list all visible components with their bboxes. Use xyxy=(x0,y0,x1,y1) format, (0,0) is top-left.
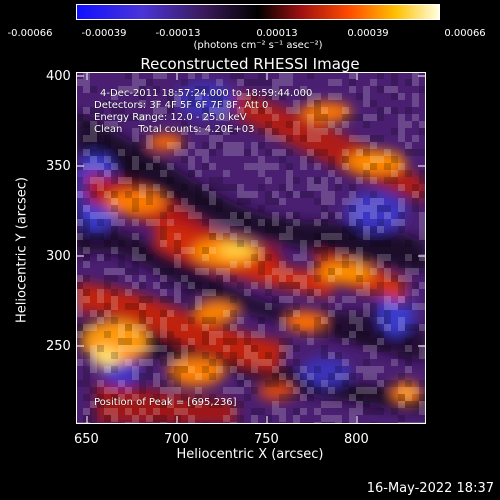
colorbar-tick: -0.00039 xyxy=(81,28,127,39)
colorbar-unit: (photons cm⁻² s⁻¹ asec⁻²) xyxy=(193,40,323,51)
x-tick-label: 650 xyxy=(74,432,99,447)
colorbar-tick: -0.00013 xyxy=(155,28,201,39)
colorbar-tick: -0.00066 xyxy=(7,28,53,39)
colorbar xyxy=(76,4,440,20)
x-axis-label: Heliocentric X (arcsec) xyxy=(176,447,324,462)
y-tick-label: 300 xyxy=(46,249,71,264)
time-range: 4-Dec-2011 18:57:24.000 to 18:59:44.000 xyxy=(100,88,313,99)
rhessi-image xyxy=(76,72,426,424)
y-axis-label: Heliocentric Y (arcsec) xyxy=(14,177,30,323)
y-tick-label: 250 xyxy=(46,339,71,354)
detectors-line: Detectors: 3F 4F 5F 6F 7F 8F, Att 0 xyxy=(94,100,269,111)
colorbar-tick: 0.00066 xyxy=(444,28,486,39)
peak-position: Position of Peak = [695,236] xyxy=(94,397,237,408)
colorbar-tick: 0.00039 xyxy=(347,28,389,39)
plot-timestamp: 16-May-2022 18:37 xyxy=(366,481,494,496)
x-tick-label: 800 xyxy=(344,432,369,447)
clean-counts: Clean Total counts: 4.20E+03 xyxy=(94,124,255,135)
energy-range: Energy Range: 12.0 - 25.0 keV xyxy=(94,112,247,123)
y-tick-label: 350 xyxy=(46,159,71,174)
colorbar-tick: 0.00013 xyxy=(256,28,298,39)
plot-title: Reconstructed RHESSI Image xyxy=(140,55,360,73)
y-tick-label: 400 xyxy=(46,69,71,84)
x-tick-label: 750 xyxy=(254,432,279,447)
x-tick-label: 700 xyxy=(164,432,189,447)
